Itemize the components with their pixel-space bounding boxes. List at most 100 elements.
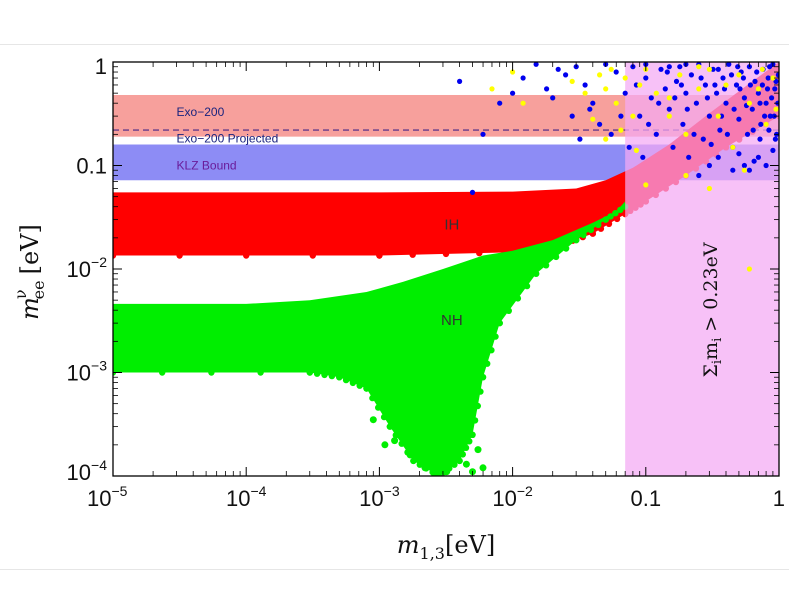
yellow-points-point (489, 86, 495, 92)
region-edge-dot (573, 236, 580, 244)
blue-points-point (582, 82, 588, 88)
yellow-points-point (613, 100, 619, 106)
blue-points-point (672, 95, 678, 101)
region-edge-dot (602, 216, 609, 223)
blue-points-point (721, 86, 728, 92)
yellow-points-point (666, 113, 672, 119)
region-edge-dot (474, 402, 481, 410)
yellow-points-point (683, 131, 689, 137)
region-edge-dot (492, 333, 499, 340)
region-edge-dot (410, 457, 417, 465)
blue-points-point (764, 86, 771, 92)
yellow-points-point (603, 136, 609, 142)
yellow-points-point (763, 121, 769, 127)
blue-points-point (569, 113, 575, 119)
yellow-points-point (608, 66, 614, 72)
blue-points-point (555, 66, 561, 72)
blue-points-point (666, 64, 672, 70)
blue-points-point (653, 131, 659, 137)
region-edge-dot (321, 371, 328, 379)
blue-points-point (509, 90, 516, 96)
blue-points-point (728, 72, 735, 78)
region-edge-dot (159, 369, 166, 376)
blue-points-point (717, 127, 723, 133)
nh-tail-point (448, 477, 455, 484)
blue-points-point (741, 162, 748, 169)
nh-tail-point (462, 460, 470, 468)
nh-tail-point (443, 468, 451, 476)
region-edge-dot (484, 360, 491, 367)
nh-tail-point (406, 451, 414, 459)
blue-points-point (737, 86, 743, 92)
blue-points-point (613, 69, 619, 75)
region-edge-dot (392, 432, 399, 439)
yellow-points-point (643, 182, 649, 188)
region-edge-dot (328, 372, 336, 380)
blue-points-point (736, 116, 742, 122)
blue-points-point (770, 147, 776, 153)
region-ih (113, 62, 779, 256)
yellow-points-point (696, 64, 702, 70)
blue-points-point (755, 90, 762, 96)
figure-frame (0, 44, 789, 570)
region-edge-dot (356, 382, 363, 389)
region-edge-dot (496, 319, 503, 327)
region-edge-dot (349, 379, 357, 387)
blue-points-point (773, 78, 779, 84)
region-edge-dot (208, 369, 215, 376)
blue-points-point (762, 113, 768, 119)
yellow-points-point (683, 172, 689, 179)
blue-points-point (643, 75, 649, 81)
region-edge-dot (398, 440, 405, 447)
blue-points-point (749, 106, 755, 112)
blue-points-point (724, 131, 731, 137)
yellow-points-point (715, 113, 721, 119)
blue-points-point (706, 162, 713, 169)
region-edge-dot (476, 249, 483, 257)
region-edge-dot (336, 374, 343, 381)
nh-tail-point (431, 472, 439, 476)
yellow-points-point (759, 66, 766, 72)
blue-points-point (731, 106, 737, 112)
region-edge-dot (306, 369, 313, 376)
yellow-points-point (582, 90, 588, 96)
blue-points-point (759, 82, 766, 88)
region-edge-dot (113, 252, 117, 259)
ticks-layer: 10−5 10−4 10−3 10−2 0.1 110.110−210−310−4 (67, 54, 785, 511)
blue-points-point (622, 90, 628, 96)
blue-points-point (680, 121, 686, 127)
blue-points-point (683, 90, 689, 96)
y-tick-label: 1 (95, 54, 107, 79)
yellow-points-point (706, 66, 713, 72)
region-edge-dot (552, 253, 560, 261)
blue-points-point (736, 151, 742, 157)
blue-points-point (715, 66, 721, 72)
blue-points-point (772, 86, 778, 92)
region-edge-dot (562, 245, 570, 252)
y-tick-label: 10−3 (67, 358, 108, 386)
blue-points-point (757, 100, 763, 106)
yellow-points-point (569, 78, 575, 84)
blue-points-point (733, 82, 740, 88)
blue-points-point (704, 95, 711, 101)
exclusion-annotation: Σimi > 0.23eV (700, 242, 725, 377)
yellow-points-point (520, 100, 526, 106)
region-edge-dot (313, 370, 321, 377)
blue-points-point (550, 95, 556, 101)
region-edge-dot (613, 215, 621, 223)
blue-points-point (775, 72, 779, 78)
blue-points-point (590, 100, 596, 106)
region-edge-dot (386, 423, 394, 430)
blue-points-point (706, 113, 713, 119)
region-edge-dot (309, 252, 316, 259)
region-edge-dot (488, 347, 495, 354)
blue-points-point (688, 72, 695, 78)
yellow-points-point (706, 185, 713, 192)
yellow-points-point (741, 167, 748, 173)
blue-points-point (755, 154, 762, 160)
blue-points-point (662, 86, 668, 92)
x-tick-label: 10−3 (359, 483, 400, 511)
region-edge-dot (376, 252, 383, 259)
blue-points-point (587, 106, 593, 112)
region-label-ih: IH (444, 216, 459, 233)
